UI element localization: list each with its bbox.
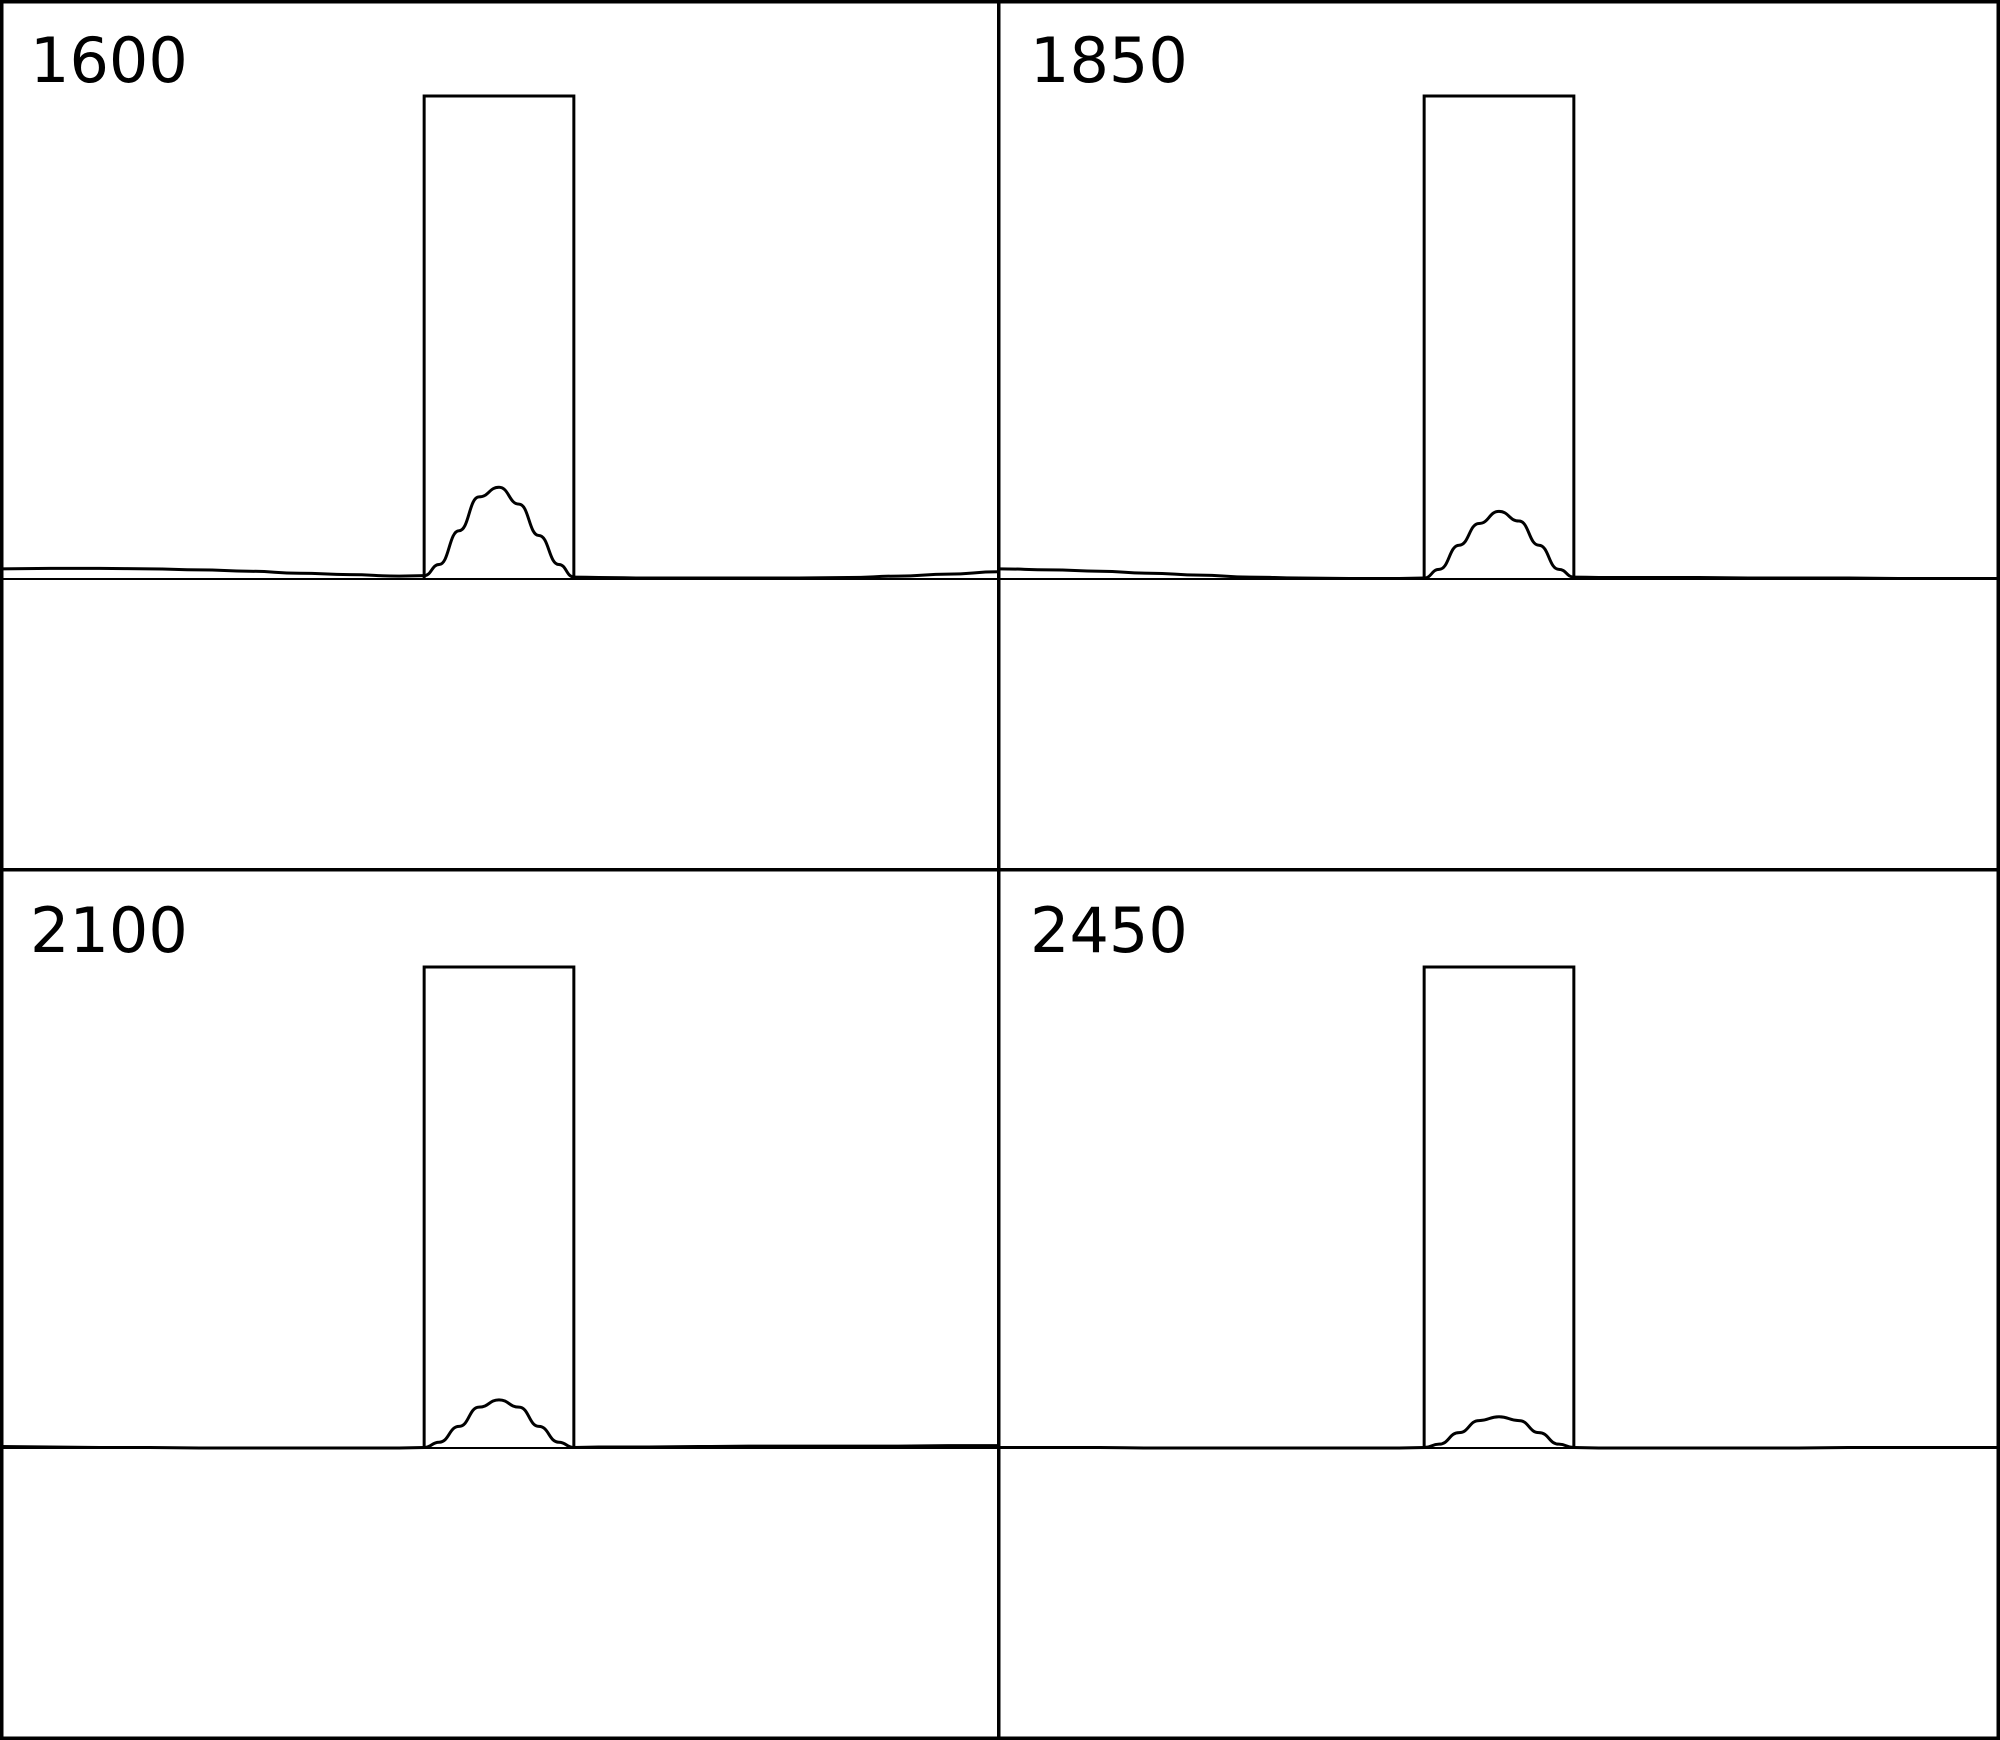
wave-curve xyxy=(999,509,1998,581)
wave-curve xyxy=(999,1415,1998,1450)
panel-label: 2100 xyxy=(30,894,188,967)
panel-1600: 1600 xyxy=(0,0,1001,872)
barrier-line xyxy=(1422,965,1576,1448)
wave-curve xyxy=(0,485,999,580)
plot-area xyxy=(999,965,1998,1450)
barrier-line xyxy=(1422,94,1576,579)
barrier-line xyxy=(422,94,576,579)
panel-label: 1850 xyxy=(1030,24,1188,97)
panel-2450: 2450 xyxy=(997,868,2000,1740)
panel-label: 2450 xyxy=(1030,894,1188,967)
panel-frame xyxy=(997,868,2000,1740)
barrier-line xyxy=(422,965,576,1448)
panel-frame xyxy=(0,0,1001,872)
panel-frame xyxy=(997,0,2000,872)
panel-1850: 1850 xyxy=(997,0,2000,872)
panel-frame xyxy=(0,868,1001,1740)
plot-area xyxy=(999,94,1998,581)
plot-area xyxy=(0,965,998,1450)
wave-curve xyxy=(0,1398,998,1450)
plot-area xyxy=(0,94,999,581)
panel-2100: 2100 xyxy=(0,868,1001,1740)
panel-label: 1600 xyxy=(30,24,188,97)
